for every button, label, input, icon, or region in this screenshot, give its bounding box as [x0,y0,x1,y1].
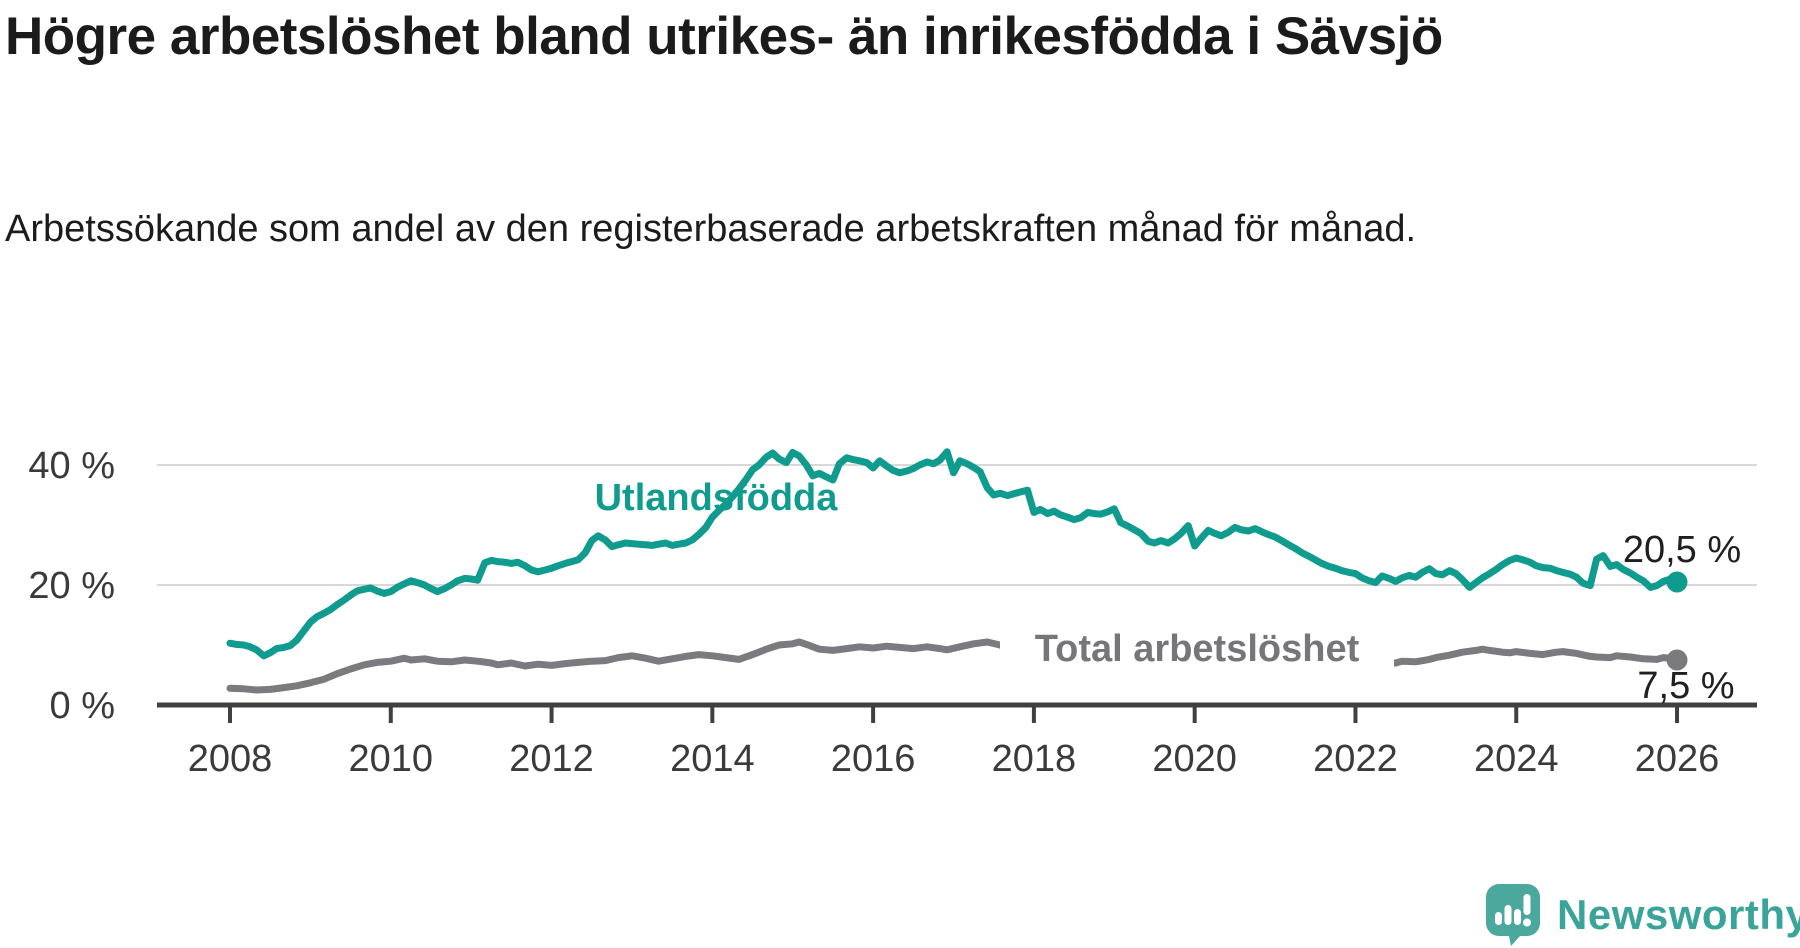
y-axis-labels: 40 % 20 % 0 % [28,445,115,727]
speech-bubble-bar-chart-icon [1486,884,1540,946]
x-tick-label: 2020 [1152,738,1237,780]
x-tick-label: 2022 [1313,738,1398,780]
series-label-backdrop [1000,627,1394,672]
series-end-dot-total [1666,649,1688,671]
x-tick-label: 2010 [349,738,434,780]
x-tick-label: 2016 [831,738,916,780]
x-tick-label: 2014 [670,738,755,780]
series-line-total [226,638,1681,694]
y-tick-label: 20 % [28,565,115,607]
x-tick-label: 2026 [1635,738,1720,780]
newsworthy-logo-text: Newsworthy [1557,891,1800,938]
gridlines [157,464,1757,586]
series-lines [226,448,1688,694]
end-value-label-utlandsfodda: 20,5 % [1623,529,1741,571]
series-line-utlandsfodda [226,448,1681,660]
end-value-label-total: 7,5 % [1637,665,1734,707]
chart-subtitle: Arbetssökande som andel av den registerb… [5,208,1417,250]
x-axis [157,702,1757,723]
y-tick-label: 40 % [28,445,115,487]
series-label-utlandsfodda: Utlandsfödda [595,477,839,519]
y-tick-label: 0 % [50,685,115,727]
page-title: Högre arbetslöshet bland utrikes- än inr… [5,7,1443,66]
series-end-dot-utlandsfodda [1666,571,1688,593]
x-tick-label: 2018 [992,738,1077,780]
x-tick-label: 2012 [509,738,594,780]
x-tick-label: 2008 [188,738,273,780]
x-axis-labels: 2008 2010 2012 2014 2016 2018 2020 2022 2024 2026 [188,738,1720,780]
series-label-total: Total arbetslöshet [1035,628,1360,670]
x-tick-label: 2024 [1474,738,1559,780]
newsworthy-logo: Newsworthy [1486,884,1800,946]
